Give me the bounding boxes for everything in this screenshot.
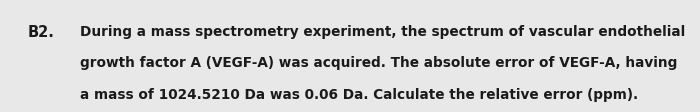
Text: B2.: B2. [28,25,55,40]
Text: growth factor A (VEGF-A) was acquired. The absolute error of VEGF-A, having: growth factor A (VEGF-A) was acquired. T… [80,56,678,70]
Text: a mass of 1024.5210 Da was 0.06 Da. Calculate the relative error (ppm).: a mass of 1024.5210 Da was 0.06 Da. Calc… [80,87,638,101]
Text: During a mass spectrometry experiment, the spectrum of vascular endothelial: During a mass spectrometry experiment, t… [80,25,686,39]
